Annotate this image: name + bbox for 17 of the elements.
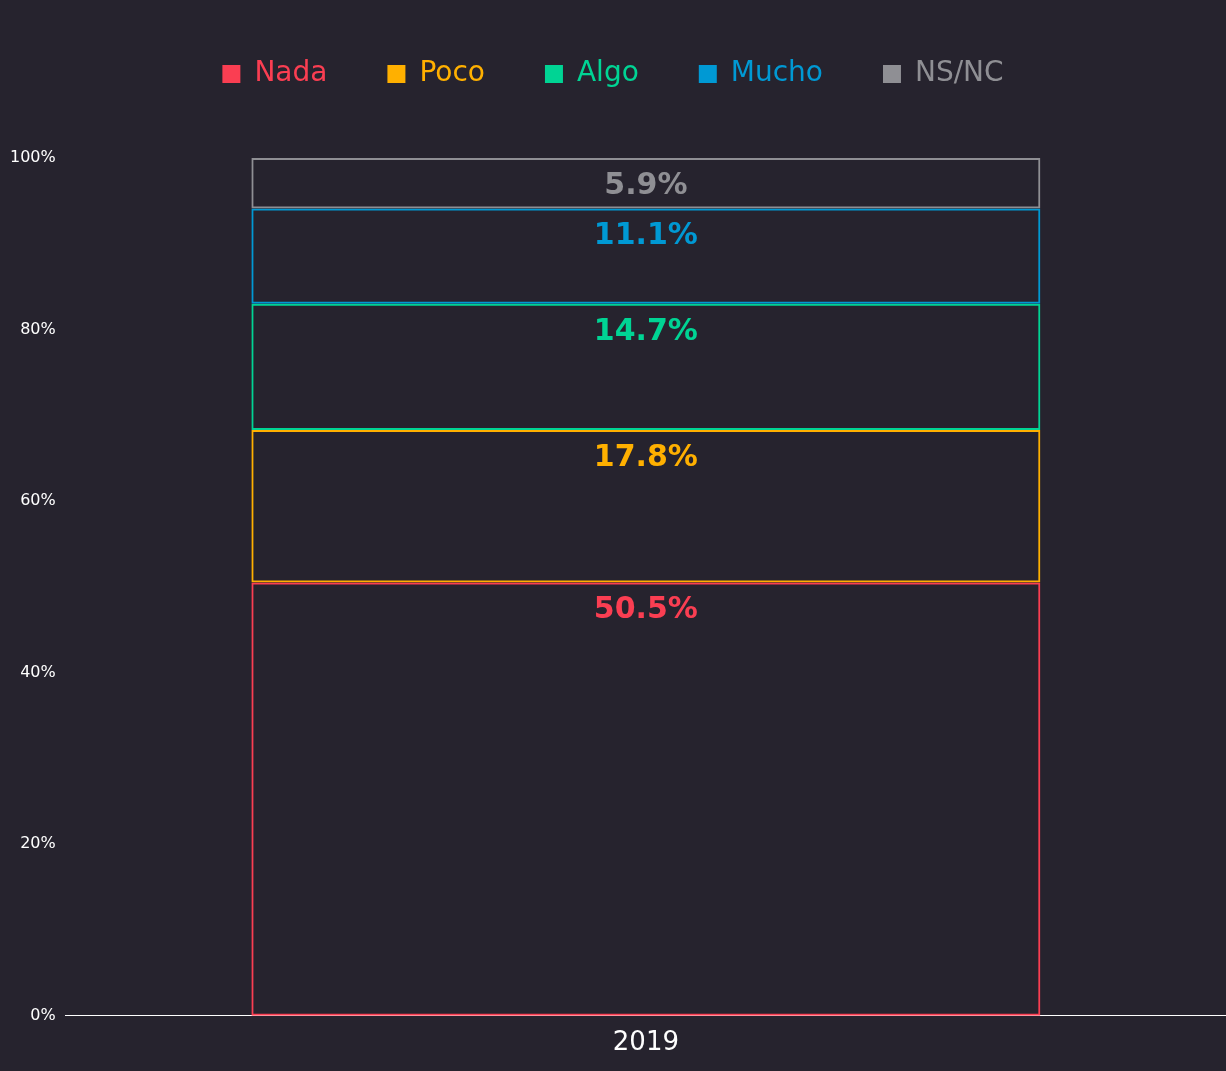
- legend-label: NS/NC: [914, 55, 1004, 89]
- legend-label: Nada: [254, 55, 328, 89]
- y-tick-label: 0%: [30, 1004, 56, 1024]
- y-tick-label: 100%: [9, 147, 56, 167]
- legend-label: Poco: [419, 55, 485, 89]
- data-label: 11.1%: [593, 216, 698, 252]
- data-label: 50.5%: [593, 590, 698, 626]
- y-tick-label: 40%: [20, 661, 56, 681]
- x-tick-label: 2019: [612, 1026, 679, 1057]
- data-label: 14.7%: [593, 311, 698, 347]
- y-tick-label: 20%: [20, 833, 56, 853]
- legend-label: Mucho: [730, 55, 823, 89]
- data-label: 17.8%: [593, 437, 698, 473]
- y-tick-label: 60%: [20, 490, 56, 510]
- legend-label: Algo: [576, 55, 639, 89]
- data-label: 5.9%: [604, 165, 688, 201]
- y-tick-label: 80%: [20, 318, 56, 338]
